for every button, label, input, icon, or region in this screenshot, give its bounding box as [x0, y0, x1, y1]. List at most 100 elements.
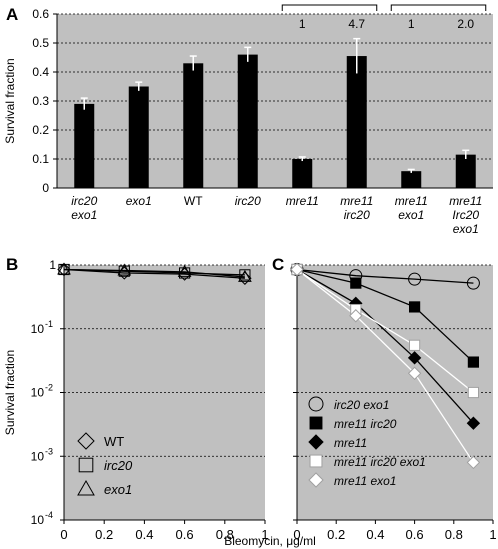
chart-a-category-label: irc20 [71, 194, 97, 208]
chart-c-series-line [296, 268, 474, 394]
chart-b-y-tick-label: 10 [31, 322, 45, 336]
chart-c-series-line [296, 268, 474, 463]
chart-c-data-point [349, 309, 363, 323]
chart-b-y-axis-label: Survival fraction [3, 350, 17, 435]
chart-c-x-tick-label: 0.4 [366, 527, 384, 542]
chart-a-y-tick-label: 0.5 [32, 36, 49, 50]
chart-c-legend-marker [309, 454, 323, 468]
chart-b: 110 -110 -210 -310 -40 0.2 0.4 0.6 0.8 1WTirc20ex… [3, 258, 269, 542]
chart-a-bar [74, 103, 95, 188]
chart-a-bar [401, 171, 422, 188]
chart-c-legend-marker [309, 416, 323, 430]
chart-c: 0 0.2 0.4 0.6 0.8 1 irc20 exo1 mre11 irc20 mre11… [290, 262, 497, 542]
chart-a-y-axis-label: Survival fraction [3, 58, 17, 143]
chart-b-y-tick-label: 10 [31, 386, 45, 400]
chart-c-x-tick-label: 0 [293, 527, 300, 542]
chart-c-legend-label: mre11 irc20 exo1 [334, 455, 426, 469]
chart-a-annotation: 2.0 [457, 17, 474, 31]
chart-c-x-tick-label: 1 [489, 527, 496, 542]
chart-c-data-point [407, 366, 422, 381]
chart-c-data-point [466, 455, 481, 470]
chart-a-category-label: mre11 [449, 194, 482, 208]
chart-b-series-line [63, 268, 245, 279]
chart-b-series-line [63, 268, 245, 278]
chart-b-x-tick-label: 0.4 [135, 527, 153, 542]
chart-a-category-label: mre11 [340, 194, 373, 208]
chart-b-legend-marker [77, 479, 95, 496]
chart-c-legend-label: mre11 irc20 [334, 417, 397, 431]
chart-b-y-tick-exponent: -3 [45, 446, 53, 456]
chart-b-data-point [238, 271, 252, 285]
chart-b-y-tick-label: 10 [31, 449, 45, 463]
chart-a-category-label: exo1 [71, 208, 97, 222]
chart-b-y-tick-exponent: -1 [45, 319, 53, 329]
chart-a-category-label: mre11 [286, 194, 319, 208]
chart-a-y-tick-label: 0.2 [32, 123, 49, 137]
chart-c-legend-marker [308, 434, 324, 450]
chart-c-legend-marker [308, 396, 324, 412]
chart-a-bar [346, 56, 367, 188]
chart-c-data-point [466, 416, 481, 430]
chart-c-legend-label: mre11 exo1 [334, 474, 396, 488]
chart-c-series-line [296, 268, 474, 284]
chart-b-x-tick-label: 0.6 [176, 527, 194, 542]
chart-c-data-point [409, 339, 421, 351]
chart-c-series-line [296, 268, 474, 363]
chart-b-x-tick-label: 0 [60, 527, 67, 542]
chart-b-x-tick-label: 0.8 [216, 527, 234, 542]
chart-c-x-tick-label: 0.8 [445, 527, 463, 542]
chart-a-bracket [281, 4, 378, 11]
chart-a-bar [183, 63, 204, 188]
chart-b-data-point [179, 267, 191, 279]
chart-c-data-point [467, 386, 479, 399]
chart-a-bar [128, 86, 149, 188]
chart-a-category-label: irc20 [235, 194, 261, 208]
chart-b-legend-label: exo1 [104, 482, 132, 497]
chart-a-category-label: exo1 [126, 194, 152, 208]
chart-a-y-tick-label: 0.4 [32, 65, 49, 79]
chart-c-data-point [409, 301, 421, 313]
panel-c-letter: C [272, 255, 284, 274]
x-axis-label: Bleomycin, μg/ml [224, 534, 316, 548]
chart-b-y-tick-exponent: -4 [45, 510, 53, 520]
chart-c-data-point [467, 356, 479, 368]
chart-b-x-tick-label: 0.2 [95, 527, 113, 542]
chart-b-data-point [57, 262, 71, 277]
chart-a-category-label: exo1 [398, 208, 424, 222]
chart-a-y-tick-label: 0.3 [32, 94, 49, 108]
chart-b-y-tick-label: 1 [49, 258, 56, 272]
chart-b-data-point [238, 269, 252, 282]
chart-c-data-point [408, 272, 422, 286]
chart-a-bar [237, 54, 258, 188]
chart-c-legend-label: irc20 exo1 [334, 398, 389, 412]
chart-a-y-tick-label: 0 [42, 181, 49, 195]
chart-a-category-label: Irc20 [452, 208, 479, 222]
chart-b-data-point [177, 264, 192, 277]
chart-b-x-tick-label: 1 [261, 527, 268, 542]
chart-b-data-point [57, 262, 71, 275]
chart-a-category-label: WT [184, 194, 203, 208]
chart-a-bar [292, 159, 313, 188]
chart-b-data-point [118, 265, 130, 277]
chart-a-category-label: mre11 [395, 194, 428, 208]
chart-b-legend-label: WT [104, 434, 124, 449]
chart-b-y-tick-label: 10 [31, 513, 45, 527]
chart-b-legend-marker [77, 432, 95, 450]
chart-a-category-label: irc20 [344, 208, 370, 222]
chart-a-y-tick-label: 0.6 [32, 7, 49, 21]
chart-b-legend-marker [78, 457, 94, 473]
chart-a-annotation: 4.7 [348, 17, 365, 31]
chart-c-x-tick-label: 0.2 [327, 527, 345, 542]
chart-c-legend-label: mre11 [334, 436, 367, 450]
chart-a-bracket [390, 4, 487, 11]
chart-c-legend-marker [308, 472, 324, 488]
chart-c-data-point [350, 277, 362, 289]
chart-b-data-point [239, 269, 251, 281]
panel-b-letter: B [6, 255, 18, 274]
chart-b-y-tick-exponent: -2 [45, 383, 53, 393]
chart-c-data-point [290, 262, 304, 277]
chart-a-annotation: 1 [408, 17, 415, 31]
chart-a-annotation: 1 [299, 17, 306, 31]
chart-b-data-point [117, 263, 132, 276]
